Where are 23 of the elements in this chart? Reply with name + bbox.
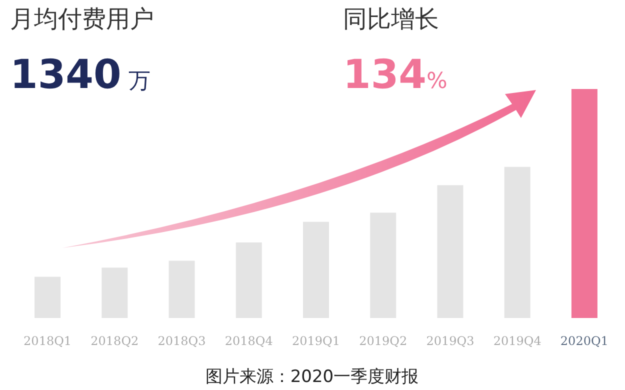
text: 图片来源：2020一季度财报: [205, 367, 419, 387]
x-tick-label: 2018Q3: [158, 334, 206, 348]
bar: [370, 212, 396, 318]
x-tick-label: 2018Q1: [24, 334, 72, 348]
bar: [303, 222, 329, 318]
bar: [34, 276, 61, 318]
annotation: 134%: [343, 52, 448, 98]
x-tick-label: 2019Q4: [493, 334, 542, 348]
bar: [168, 260, 195, 318]
x-tick-label: 2020Q1: [560, 334, 608, 348]
bar: [236, 242, 262, 318]
bar: [437, 185, 464, 318]
text: 同比增长: [343, 5, 439, 33]
bar: [504, 166, 530, 318]
x-tick-label: 2019Q3: [426, 334, 474, 348]
bar: [571, 89, 598, 318]
text: 月均付费用户: [10, 5, 154, 33]
x-tick-label: 2018Q4: [224, 334, 274, 348]
bar: [102, 268, 128, 318]
annotation: 1340 万: [10, 52, 150, 98]
x-tick-label: 2019Q2: [359, 334, 408, 348]
x-tick-label: 2019Q1: [292, 334, 340, 348]
x-tick-label: 2018Q2: [90, 334, 139, 348]
